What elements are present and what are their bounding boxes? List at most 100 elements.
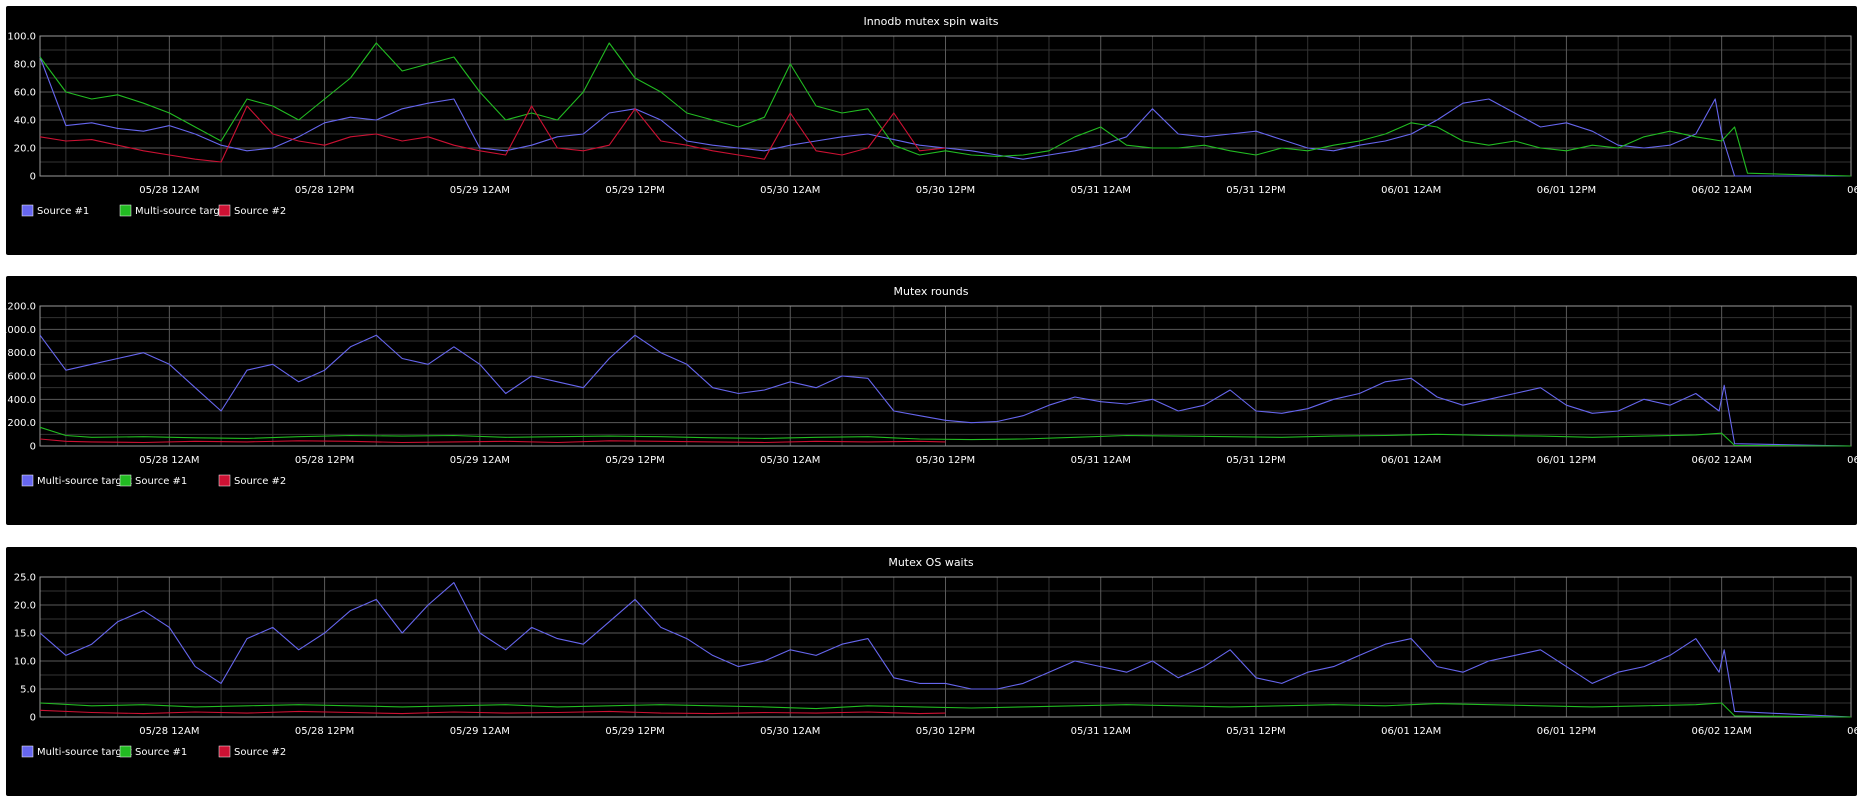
x-tick-label: 05/28 12AM [139,455,199,466]
legend-swatch [119,204,132,217]
chart-mutex-rounds: Mutex rounds 05/28 12AM 05/28 12PM 05/29 12… [6,285,1857,487]
y-tick-label: 15.0 [14,629,36,640]
plot-border [39,35,1852,177]
legend-label: Source #1 [37,206,89,217]
legend-swatch [218,745,231,758]
plot-border [39,576,1852,718]
legend-label: Multi-source target [135,206,230,217]
legend-swatch [218,474,231,487]
y-tick-label: 1000.0 [6,325,36,336]
series-line [39,56,1851,177]
y-tick-label: 25.0 [14,573,36,584]
x-tick-label: 06/01 12PM [1537,455,1596,466]
y-tick-label: 20.0 [14,144,36,155]
x-tick-label: 05/31 12PM [1226,726,1285,737]
x-tick-label: 05/29 12PM [605,726,664,737]
legend-label: Source #2 [234,206,286,217]
grid [40,576,1851,718]
legend-label: Source #2 [234,476,286,487]
y-tick-label: 100.0 [7,32,36,43]
x-tick-label: 05/29 12AM [450,726,510,737]
y-tick-label: 10.0 [14,657,36,668]
chart-panel-mutex-rounds: Mutex rounds 05/28 12AM 05/28 12PM 05/29 12… [6,276,1857,525]
y-tick-label: 1200.0 [6,302,36,313]
x-tick-label: 06/02 12PM [1847,455,1857,466]
legend-label: Source #2 [234,747,286,758]
x-tick-label: 05/30 12AM [760,185,820,196]
legend-swatch [119,474,132,487]
legend-swatch [119,745,132,758]
y-tick-label: 0 [30,713,36,724]
x-tick-label: 06/01 12AM [1381,455,1441,466]
x-tick-label: 05/28 12PM [295,185,354,196]
legend-entry[interactable]: Multi-source target [21,474,132,487]
series-line [39,702,1852,718]
chart-spin-waits: Innodb mutex spin waits 05/28 12AM 05/28 1… [7,15,1857,217]
legend-entry[interactable]: Source #1 [21,204,89,217]
x-tick-label: 06/01 12AM [1381,726,1441,737]
legend-label: Multi-source target [37,476,132,487]
x-tick-label: 05/31 12AM [1071,185,1131,196]
x-tick-label: 05/28 12PM [295,455,354,466]
x-tick-label: 05/28 12PM [295,726,354,737]
chart-panel-mutex-os-waits: Mutex OS waits 05/28 12AM 05/28 12PM 05/29 … [6,547,1857,796]
y-tick-label: 400.0 [7,395,36,406]
x-tick-label: 06/01 12PM [1537,185,1596,196]
x-tick-label: 05/30 12AM [760,455,820,466]
legend-entry[interactable]: Multi-source target [119,204,230,217]
x-tick-label: 05/31 12PM [1226,185,1285,196]
x-tick-label: 06/02 12PM [1847,726,1857,737]
series-line [39,42,1852,177]
x-tick-label: 05/29 12AM [450,455,510,466]
x-tick-label: 05/28 12AM [139,185,199,196]
series-line [39,582,1852,718]
x-tick-label: 05/30 12AM [760,726,820,737]
legend-swatch [21,745,34,758]
y-tick-label: 0 [30,172,36,183]
x-tick-label: 06/02 12AM [1692,185,1752,196]
x-tick-label: 05/31 12AM [1071,455,1131,466]
chart-panel-spin-waits: Innodb mutex spin waits 05/28 12AM 05/28 1… [6,6,1857,255]
series-line [39,334,1852,447]
x-tick-label: 05/28 12AM [139,726,199,737]
y-tick-label: 60.0 [14,88,36,99]
legend-swatch [218,204,231,217]
legend-label: Source #1 [135,476,187,487]
x-tick-label: 05/29 12AM [450,185,510,196]
chart-title: Mutex OS waits [888,556,974,569]
y-tick-label: 20.0 [14,601,36,612]
legend-entry[interactable]: Source #2 [218,204,286,217]
x-tick-label: 05/31 12PM [1226,455,1285,466]
y-tick-label: 600.0 [7,372,36,383]
x-tick-label: 05/29 12PM [605,185,664,196]
legend-entry[interactable]: Source #1 [119,745,187,758]
legend-label: Source #1 [135,747,187,758]
legend-entry[interactable]: Multi-source target [21,745,132,758]
series-line [39,709,946,715]
y-tick-label: 80.0 [14,60,36,71]
y-tick-label: 800.0 [7,348,36,359]
legend-entry[interactable]: Source #2 [218,474,286,487]
x-tick-label: 05/30 12PM [916,726,975,737]
legend-label: Multi-source target [37,747,132,758]
y-tick-label: 40.0 [14,116,36,127]
legend-swatch [21,474,34,487]
x-tick-label: 05/29 12PM [605,455,664,466]
legend-entry[interactable]: Source #2 [218,745,286,758]
plot-border [39,305,1852,447]
series-line [39,426,1852,447]
chart-title: Mutex rounds [893,285,968,298]
y-tick-label: 5.0 [20,685,36,696]
x-tick-label: 05/30 12PM [916,455,975,466]
chart-title: Innodb mutex spin waits [863,15,998,28]
y-tick-label: 200.0 [7,418,36,429]
x-tick-label: 06/01 12AM [1381,185,1441,196]
x-tick-label: 06/01 12PM [1537,726,1596,737]
x-tick-label: 05/30 12PM [916,185,975,196]
grid [40,35,1851,177]
x-tick-label: 06/02 12AM [1692,726,1752,737]
chart-mutex-os-waits: Mutex OS waits 05/28 12AM 05/28 12PM 05/29 … [14,556,1857,758]
x-tick-label: 05/31 12AM [1071,726,1131,737]
legend-entry[interactable]: Source #1 [119,474,187,487]
x-tick-label: 06/02 12AM [1692,455,1752,466]
